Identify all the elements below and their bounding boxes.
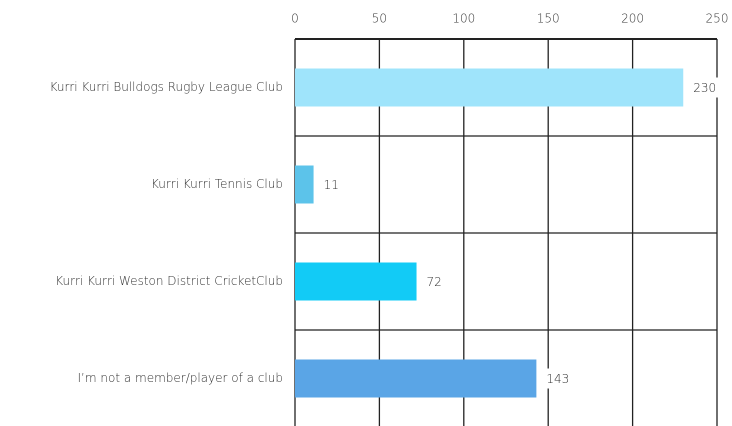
value-label: 72 xyxy=(427,275,442,289)
x-tick-label: 150 xyxy=(537,12,560,26)
bar xyxy=(295,68,684,107)
x-tick-label: 0 xyxy=(291,12,299,26)
y-tick-label: Kurri Kurri Weston District CricketClub xyxy=(55,274,283,288)
y-tick-label: Kurri Kurri Bulldogs Rugby League Club xyxy=(50,80,283,94)
value-label-bg xyxy=(419,271,452,292)
value-label-bg xyxy=(539,368,572,389)
value-label: 143 xyxy=(546,372,569,386)
bar xyxy=(295,359,537,398)
value-label: 230 xyxy=(693,81,716,95)
x-tick-label: 50 xyxy=(372,12,387,26)
bar xyxy=(295,262,417,301)
x-tick-label: 250 xyxy=(706,12,729,26)
x-tick-label: 100 xyxy=(452,12,475,26)
value-label-bg xyxy=(316,174,349,195)
y-tick-label: I’m not a member/player of a club xyxy=(78,371,283,385)
bar xyxy=(295,165,314,204)
value-label-bg xyxy=(686,77,719,98)
value-label: 11 xyxy=(324,178,339,192)
x-tick-label: 200 xyxy=(621,12,644,26)
y-tick-label: Kurri Kurri Tennis Club xyxy=(151,177,283,191)
